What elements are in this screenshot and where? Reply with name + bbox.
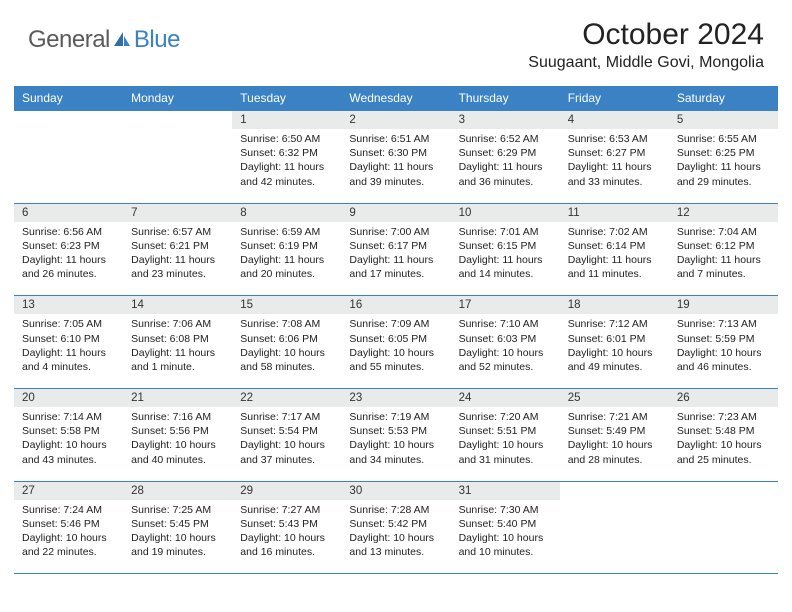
day-number-cell: 4	[560, 111, 669, 130]
day-detail-cell: Sunrise: 6:51 AMSunset: 6:30 PMDaylight:…	[341, 129, 450, 203]
detail-row: Sunrise: 7:05 AMSunset: 6:10 PMDaylight:…	[14, 314, 778, 388]
day-detail-cell: Sunrise: 6:53 AMSunset: 6:27 PMDaylight:…	[560, 129, 669, 203]
day-detail-cell: Sunrise: 7:25 AMSunset: 5:45 PMDaylight:…	[123, 500, 232, 574]
day-number-cell: 21	[123, 389, 232, 408]
calendar-table: Sunday Monday Tuesday Wednesday Thursday…	[14, 86, 778, 574]
day-number-cell: 29	[232, 481, 341, 500]
day-number-cell: 14	[123, 296, 232, 315]
day-number-cell: 2	[341, 111, 450, 130]
day-detail-cell: Sunrise: 7:28 AMSunset: 5:42 PMDaylight:…	[341, 500, 450, 574]
day-detail-cell: Sunrise: 7:30 AMSunset: 5:40 PMDaylight:…	[451, 500, 560, 574]
day-detail-cell	[123, 129, 232, 203]
day-detail-cell: Sunrise: 7:06 AMSunset: 6:08 PMDaylight:…	[123, 314, 232, 388]
day-detail-cell	[560, 500, 669, 574]
weekday-header: Sunday	[14, 86, 123, 111]
day-number-cell: 12	[669, 203, 778, 222]
daynum-row: 13141516171819	[14, 296, 778, 315]
brand-general-text: General	[28, 26, 110, 54]
weekday-header: Saturday	[669, 86, 778, 111]
weekday-header: Friday	[560, 86, 669, 111]
day-detail-cell: Sunrise: 7:23 AMSunset: 5:48 PMDaylight:…	[669, 407, 778, 481]
day-detail-cell: Sunrise: 6:55 AMSunset: 6:25 PMDaylight:…	[669, 129, 778, 203]
detail-row: Sunrise: 7:24 AMSunset: 5:46 PMDaylight:…	[14, 500, 778, 574]
daynum-row: 12345	[14, 111, 778, 130]
day-number-cell	[669, 481, 778, 500]
day-number-cell: 25	[560, 389, 669, 408]
weekday-header-row: Sunday Monday Tuesday Wednesday Thursday…	[14, 86, 778, 111]
day-detail-cell: Sunrise: 7:16 AMSunset: 5:56 PMDaylight:…	[123, 407, 232, 481]
day-number-cell: 17	[451, 296, 560, 315]
day-detail-cell: Sunrise: 7:01 AMSunset: 6:15 PMDaylight:…	[451, 222, 560, 296]
day-number-cell: 3	[451, 111, 560, 130]
day-detail-cell: Sunrise: 7:00 AMSunset: 6:17 PMDaylight:…	[341, 222, 450, 296]
weekday-header: Wednesday	[341, 86, 450, 111]
day-detail-cell	[669, 500, 778, 574]
day-detail-cell: Sunrise: 7:12 AMSunset: 6:01 PMDaylight:…	[560, 314, 669, 388]
day-detail-cell: Sunrise: 6:56 AMSunset: 6:23 PMDaylight:…	[14, 222, 123, 296]
day-number-cell: 19	[669, 296, 778, 315]
detail-row: Sunrise: 6:50 AMSunset: 6:32 PMDaylight:…	[14, 129, 778, 203]
day-detail-cell: Sunrise: 7:08 AMSunset: 6:06 PMDaylight:…	[232, 314, 341, 388]
day-detail-cell: Sunrise: 6:57 AMSunset: 6:21 PMDaylight:…	[123, 222, 232, 296]
calendar-body: 12345Sunrise: 6:50 AMSunset: 6:32 PMDayl…	[14, 111, 778, 574]
day-detail-cell: Sunrise: 7:10 AMSunset: 6:03 PMDaylight:…	[451, 314, 560, 388]
day-number-cell: 5	[669, 111, 778, 130]
daynum-row: 6789101112	[14, 203, 778, 222]
day-number-cell: 26	[669, 389, 778, 408]
day-detail-cell: Sunrise: 7:14 AMSunset: 5:58 PMDaylight:…	[14, 407, 123, 481]
day-number-cell: 9	[341, 203, 450, 222]
day-detail-cell	[14, 129, 123, 203]
day-number-cell	[123, 111, 232, 130]
day-number-cell: 18	[560, 296, 669, 315]
detail-row: Sunrise: 6:56 AMSunset: 6:23 PMDaylight:…	[14, 222, 778, 296]
day-number-cell: 23	[341, 389, 450, 408]
day-number-cell: 13	[14, 296, 123, 315]
day-number-cell: 11	[560, 203, 669, 222]
day-detail-cell: Sunrise: 7:13 AMSunset: 5:59 PMDaylight:…	[669, 314, 778, 388]
location-text: Suugaant, Middle Govi, Mongolia	[528, 54, 764, 72]
brand-blue-text: Blue	[134, 26, 180, 54]
day-number-cell: 7	[123, 203, 232, 222]
day-detail-cell: Sunrise: 7:17 AMSunset: 5:54 PMDaylight:…	[232, 407, 341, 481]
title-block: October 2024 Suugaant, Middle Govi, Mong…	[528, 18, 764, 72]
day-detail-cell: Sunrise: 6:52 AMSunset: 6:29 PMDaylight:…	[451, 129, 560, 203]
daynum-row: 2728293031	[14, 481, 778, 500]
day-detail-cell: Sunrise: 7:09 AMSunset: 6:05 PMDaylight:…	[341, 314, 450, 388]
day-detail-cell: Sunrise: 6:59 AMSunset: 6:19 PMDaylight:…	[232, 222, 341, 296]
day-number-cell: 15	[232, 296, 341, 315]
daynum-row: 20212223242526	[14, 389, 778, 408]
day-number-cell: 27	[14, 481, 123, 500]
day-number-cell: 28	[123, 481, 232, 500]
header: General Blue October 2024 Suugaant, Midd…	[0, 0, 792, 76]
day-detail-cell: Sunrise: 7:21 AMSunset: 5:49 PMDaylight:…	[560, 407, 669, 481]
brand-logo: General Blue	[28, 26, 180, 54]
day-number-cell: 1	[232, 111, 341, 130]
day-number-cell: 20	[14, 389, 123, 408]
weekday-header: Monday	[123, 86, 232, 111]
detail-row: Sunrise: 7:14 AMSunset: 5:58 PMDaylight:…	[14, 407, 778, 481]
sail-icon	[112, 31, 132, 49]
weekday-header: Thursday	[451, 86, 560, 111]
day-detail-cell: Sunrise: 7:20 AMSunset: 5:51 PMDaylight:…	[451, 407, 560, 481]
page-title: October 2024	[528, 18, 764, 52]
day-number-cell: 10	[451, 203, 560, 222]
day-number-cell: 22	[232, 389, 341, 408]
day-detail-cell: Sunrise: 7:24 AMSunset: 5:46 PMDaylight:…	[14, 500, 123, 574]
weekday-header: Tuesday	[232, 86, 341, 111]
day-number-cell	[14, 111, 123, 130]
day-detail-cell: Sunrise: 7:19 AMSunset: 5:53 PMDaylight:…	[341, 407, 450, 481]
day-detail-cell: Sunrise: 7:27 AMSunset: 5:43 PMDaylight:…	[232, 500, 341, 574]
day-number-cell	[560, 481, 669, 500]
day-number-cell: 30	[341, 481, 450, 500]
day-detail-cell: Sunrise: 7:05 AMSunset: 6:10 PMDaylight:…	[14, 314, 123, 388]
day-number-cell: 24	[451, 389, 560, 408]
day-detail-cell: Sunrise: 7:02 AMSunset: 6:14 PMDaylight:…	[560, 222, 669, 296]
day-number-cell: 16	[341, 296, 450, 315]
day-detail-cell: Sunrise: 6:50 AMSunset: 6:32 PMDaylight:…	[232, 129, 341, 203]
day-number-cell: 8	[232, 203, 341, 222]
day-detail-cell: Sunrise: 7:04 AMSunset: 6:12 PMDaylight:…	[669, 222, 778, 296]
day-number-cell: 31	[451, 481, 560, 500]
day-number-cell: 6	[14, 203, 123, 222]
